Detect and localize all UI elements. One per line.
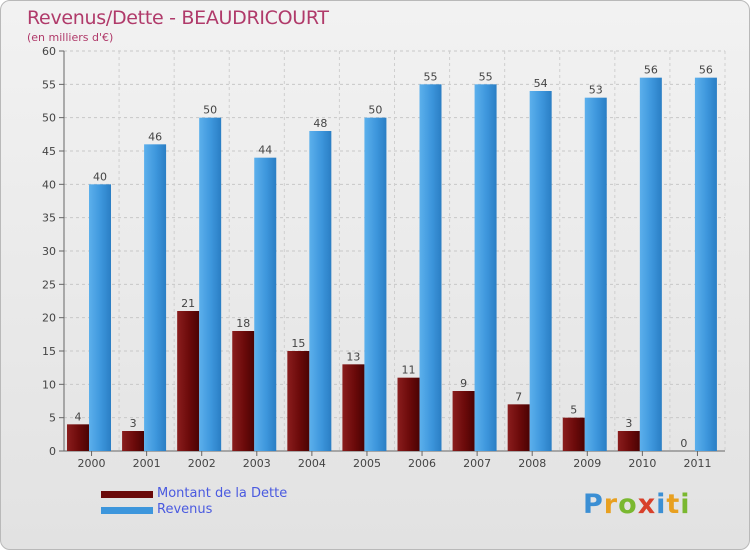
bar-dette bbox=[617, 431, 640, 451]
y-tick-label: 30 bbox=[42, 245, 56, 258]
y-tick-label: 35 bbox=[42, 212, 56, 225]
y-tick-label: 55 bbox=[42, 78, 56, 91]
bar-revenus bbox=[89, 184, 111, 452]
legend-swatch-dette bbox=[101, 491, 153, 498]
legend-swatch-revenus bbox=[101, 507, 153, 514]
x-tick-label: 2004 bbox=[298, 457, 326, 470]
data-label-revenus: 50 bbox=[368, 104, 382, 117]
chart-subtitle: (en milliers d'€) bbox=[27, 31, 114, 44]
x-tick-label: 2001 bbox=[133, 457, 161, 470]
data-label-revenus: 54 bbox=[534, 77, 548, 90]
x-tick-label: 2000 bbox=[78, 457, 106, 470]
y-tick-label: 25 bbox=[42, 278, 56, 291]
data-label-dette: 11 bbox=[402, 364, 416, 377]
bar-dette bbox=[177, 311, 200, 451]
data-label-dette: 3 bbox=[625, 417, 632, 430]
data-label-revenus: 56 bbox=[699, 64, 713, 77]
x-tick-label: 2009 bbox=[573, 457, 601, 470]
bar-dette bbox=[287, 351, 310, 451]
bar-revenus bbox=[419, 84, 442, 451]
data-label-revenus: 44 bbox=[258, 144, 272, 157]
bar-revenus bbox=[364, 117, 387, 452]
data-label-dette: 13 bbox=[346, 350, 360, 363]
data-label-dette: 15 bbox=[291, 337, 305, 350]
data-label-dette: 18 bbox=[236, 317, 250, 330]
x-tick-label: 2006 bbox=[408, 457, 436, 470]
y-tick-label: 15 bbox=[42, 345, 56, 358]
y-tick-label: 60 bbox=[42, 45, 56, 58]
y-tick-label: 10 bbox=[42, 378, 56, 391]
bar-revenus bbox=[694, 77, 717, 452]
bar-revenus bbox=[584, 97, 607, 452]
logo-letter: x bbox=[637, 489, 657, 520]
y-tick-label: 40 bbox=[42, 178, 56, 191]
legend-label-dette: Montant de la Dette bbox=[157, 486, 288, 501]
data-label-revenus: 46 bbox=[148, 130, 162, 143]
y-tick-label: 0 bbox=[49, 445, 56, 458]
x-tick-label: 2003 bbox=[243, 457, 271, 470]
data-label-revenus: 53 bbox=[589, 84, 603, 97]
x-tick-label: 2007 bbox=[463, 457, 491, 470]
y-tick-label: 20 bbox=[42, 312, 56, 325]
bar-dette bbox=[67, 424, 89, 451]
bar-revenus bbox=[254, 157, 277, 451]
data-label-revenus: 55 bbox=[479, 70, 493, 83]
data-label-revenus: 48 bbox=[313, 117, 327, 130]
data-label-dette: 3 bbox=[130, 417, 137, 430]
logo-letter: i bbox=[680, 489, 691, 520]
data-label-dette: 7 bbox=[515, 390, 522, 403]
data-label-dette: 21 bbox=[181, 297, 195, 310]
data-label-revenus: 56 bbox=[644, 64, 658, 77]
data-labels: 4 40 3 46 21 50 18 44 15 48 13 50 11 55 9 55 7 54 5 53 3 56 0 5… bbox=[75, 64, 713, 450]
bar-dette bbox=[397, 377, 420, 451]
bar-revenus bbox=[529, 91, 552, 451]
bars bbox=[67, 77, 717, 452]
legend-label-revenus: Revenus bbox=[157, 502, 213, 517]
data-label-revenus: 55 bbox=[424, 70, 438, 83]
y-tick-label: 5 bbox=[49, 412, 56, 425]
data-label-dette: 5 bbox=[570, 404, 577, 417]
bar-dette bbox=[507, 404, 530, 451]
bar-revenus bbox=[474, 84, 497, 451]
x-tick-label: 2010 bbox=[628, 457, 656, 470]
proxiti-logo: Proxiti bbox=[583, 489, 691, 520]
x-tick-label: 2002 bbox=[188, 457, 216, 470]
bar-revenus bbox=[639, 77, 662, 452]
bar-dette bbox=[562, 417, 585, 451]
data-label-dette: 9 bbox=[460, 377, 467, 390]
bar-dette bbox=[232, 331, 255, 451]
chart-title: Revenus/Dette - BEAUDRICOURT bbox=[27, 7, 329, 29]
bar-dette bbox=[342, 364, 365, 451]
data-label-dette: 0 bbox=[680, 437, 687, 450]
logo-letter: o bbox=[618, 489, 638, 520]
x-tick-label: 2005 bbox=[353, 457, 381, 470]
bar-dette bbox=[452, 391, 475, 451]
y-tick-label: 50 bbox=[42, 112, 56, 125]
logo-letter: i bbox=[656, 489, 667, 520]
logo-letter: P bbox=[583, 489, 604, 520]
data-label-revenus: 50 bbox=[203, 104, 217, 117]
logo-letter: t bbox=[666, 489, 681, 520]
logo-letter: r bbox=[603, 489, 619, 520]
bar-revenus bbox=[144, 144, 167, 452]
bar-revenus bbox=[309, 131, 332, 451]
y-tick-label: 45 bbox=[42, 145, 56, 158]
x-tick-label: 2008 bbox=[518, 457, 546, 470]
data-label-dette: 4 bbox=[75, 410, 82, 423]
x-tick-label: 2011 bbox=[683, 457, 711, 470]
bar-dette bbox=[122, 431, 145, 451]
data-label-revenus: 40 bbox=[93, 170, 107, 183]
bar-revenus bbox=[199, 117, 222, 452]
